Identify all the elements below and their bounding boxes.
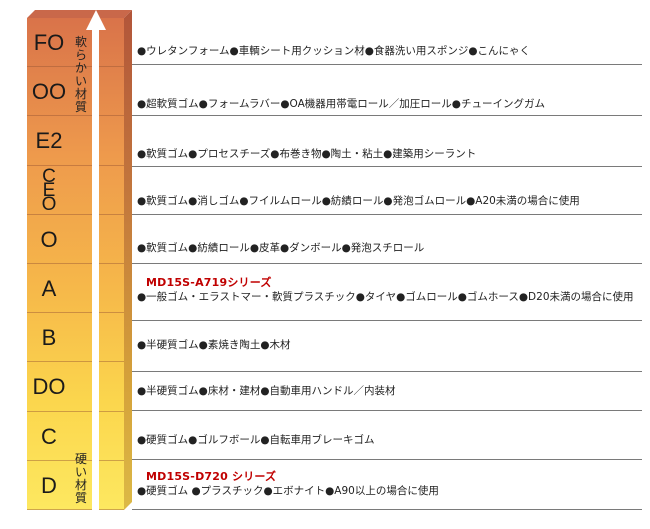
row-divider: [132, 166, 642, 167]
band-divider: [27, 410, 124, 412]
scale-label: OO: [31, 79, 67, 105]
row-divider: [132, 371, 642, 372]
column-side-face: [124, 10, 132, 510]
scale-band: DO: [27, 362, 124, 412]
band-divider: [27, 164, 124, 166]
material-examples: ●半硬質ゴム●素焼き陶土●木材: [137, 339, 291, 351]
series-a-label: MD15S-A719シリーズ: [146, 276, 272, 289]
arrow-up-icon: [86, 10, 106, 30]
row-divider: [132, 410, 642, 411]
band-divider: [27, 262, 124, 264]
material-examples: ●軟質ゴム●紡績ロール●皮革●ダンボール●発泡スチロール: [137, 242, 425, 254]
scale-label: B: [41, 325, 57, 351]
material-examples: ●軟質ゴム●プロセスチーズ●布巻き物●陶土・粘土●建築用シーラント: [137, 148, 477, 160]
row-divider: [132, 509, 642, 510]
scale-label: CEO: [41, 165, 57, 215]
scale-label: DO: [32, 374, 66, 400]
scale-band: C: [27, 412, 124, 461]
row-divider: [132, 115, 642, 116]
scale-band: E2: [27, 116, 124, 166]
scale-label: C: [41, 423, 57, 449]
scale-label: FO: [33, 30, 65, 55]
material-examples: ●軟質ゴム●消しゴム●フイルムロール●紡績ロール●発泡ゴムロール●A20未満の場…: [137, 195, 580, 207]
scale-label: O: [40, 226, 58, 252]
scale-band: D: [27, 461, 124, 510]
scale-band: A: [27, 264, 124, 314]
band-divider: [27, 459, 124, 461]
band-divider: [27, 312, 124, 314]
scale-band: B: [27, 313, 124, 363]
soft-material-label: 軟らかい材質: [74, 35, 87, 114]
material-examples: ●半硬質ゴム●床材・建材●自動車用ハンドル／内装材: [137, 385, 396, 397]
band-divider: [27, 66, 124, 68]
row-divider: [132, 320, 642, 321]
scale-band: O: [27, 215, 124, 264]
hard-material-label: 硬い材質: [74, 452, 87, 505]
material-examples: ●超軟質ゴム●フォームラバー●OA機器用帯電ロール／加圧ロール●チューイングガム: [137, 98, 545, 110]
band-divider: [27, 213, 124, 215]
material-examples: ●硬質ゴム ●プラスチック●エボナイト●A90以上の場合に使用: [137, 485, 439, 497]
row-divider: [132, 263, 642, 264]
band-divider: [27, 115, 124, 117]
row-divider: [132, 214, 642, 215]
column-top-face: [27, 10, 132, 18]
scale-band: CEO: [27, 166, 124, 215]
scale-label: E2: [35, 128, 63, 154]
series-d-label: MD15S-D720 シリーズ: [146, 470, 277, 483]
material-examples: ●一般ゴム・エラストマー・軟質プラスチック●タイヤ●ゴムロール●ゴムホース●D2…: [137, 291, 634, 303]
hardness-arrow-shaft: [92, 28, 99, 510]
material-examples: ●ウレタンフォーム●車輌シート用クッション材●食器洗い用スポンジ●こんにゃく: [137, 45, 531, 57]
scale-band: FO: [27, 18, 124, 68]
row-divider: [132, 459, 642, 460]
scale-label: A: [41, 276, 57, 301]
row-divider: [132, 64, 642, 65]
scale-band: OO: [27, 67, 124, 117]
band-divider: [27, 508, 124, 510]
hardness-column: [27, 18, 124, 510]
band-divider: [27, 361, 124, 363]
material-examples: ●硬質ゴム●ゴルフボール●自転車用ブレーキゴム: [137, 434, 375, 446]
scale-label: D: [41, 472, 57, 498]
